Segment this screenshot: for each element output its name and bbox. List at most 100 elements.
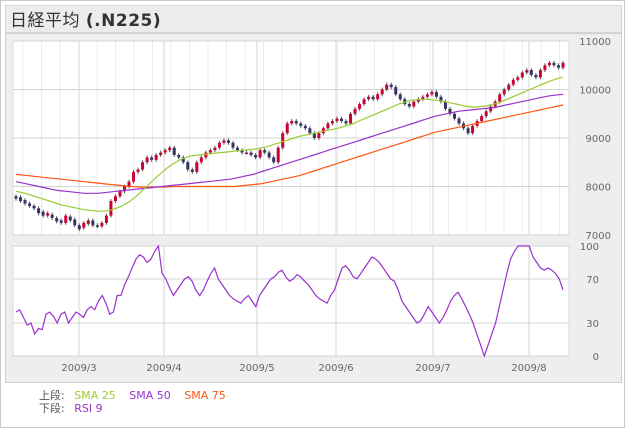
price-y-tick-label: 10000 xyxy=(579,86,611,97)
candle-body xyxy=(552,62,556,66)
candle-body xyxy=(177,154,181,158)
legend-sma75: SMA 75 xyxy=(184,389,226,402)
candle-body xyxy=(525,70,529,73)
candle-body xyxy=(68,216,72,221)
price-y-tick-label: 9000 xyxy=(586,134,611,145)
candle-body xyxy=(448,108,452,114)
candle-body xyxy=(335,118,339,122)
candle-body xyxy=(439,96,443,102)
candle-body xyxy=(127,181,131,187)
x-tick-label: 2009/8 xyxy=(511,363,546,374)
candle-body xyxy=(236,147,240,151)
candle-body xyxy=(50,214,54,219)
x-tick-label: 2009/7 xyxy=(415,363,450,374)
candle-body xyxy=(100,222,104,227)
candle-body xyxy=(281,133,285,148)
candle-body xyxy=(543,65,547,71)
candle-body xyxy=(181,157,185,163)
candle-body xyxy=(37,208,41,214)
candle-body xyxy=(82,222,86,228)
candle-body xyxy=(132,171,136,182)
candle-body xyxy=(154,154,158,160)
x-tick-label: 2009/5 xyxy=(239,363,274,374)
candle-body xyxy=(484,111,488,117)
candle-body xyxy=(407,104,411,107)
title-bar xyxy=(5,5,622,33)
candle-body xyxy=(104,215,108,223)
candle-body xyxy=(136,169,140,172)
candle-body xyxy=(416,99,420,102)
rsi-y-tick-label: 100 xyxy=(580,242,599,253)
candle-body xyxy=(489,106,493,112)
candle-body xyxy=(507,84,511,90)
candle-body xyxy=(113,196,117,202)
legend-sma50: SMA 50 xyxy=(129,389,171,402)
index-name: 日経平均 xyxy=(10,11,80,31)
legend-lower-label: 下段: xyxy=(39,402,65,415)
sma50-line xyxy=(15,93,564,194)
candle-body xyxy=(511,79,515,85)
candle-body xyxy=(145,157,149,163)
candle-body xyxy=(168,147,172,151)
candle-body xyxy=(516,77,520,80)
candle-body xyxy=(529,70,533,75)
candle-body xyxy=(28,203,32,206)
candle-body xyxy=(231,142,235,148)
candle-body xyxy=(59,220,63,223)
candle-body xyxy=(199,157,203,163)
candle-body xyxy=(538,70,542,78)
sma25-line xyxy=(15,76,564,212)
index-code: (.N225) xyxy=(85,11,162,31)
candle-body xyxy=(353,108,357,114)
candle-body xyxy=(471,125,475,134)
candle-body xyxy=(412,101,416,107)
candle-body xyxy=(73,219,77,226)
candle-body xyxy=(19,197,23,202)
legend-lower: 下段: RSI 9 xyxy=(39,400,113,416)
candle-body xyxy=(308,128,312,134)
candle-body xyxy=(303,125,307,129)
candle-body xyxy=(77,225,81,230)
candle-body xyxy=(290,121,294,124)
candle-body xyxy=(32,205,36,209)
candle-body xyxy=(520,72,524,78)
candle-body xyxy=(263,150,267,153)
legend-rsi: RSI 9 xyxy=(74,402,103,415)
candle-body xyxy=(561,62,565,68)
candle-body xyxy=(498,94,502,102)
candle-body xyxy=(362,99,366,105)
candle-body xyxy=(226,140,230,143)
candle-body xyxy=(254,154,258,158)
candle-body xyxy=(204,152,208,158)
x-tick-label: 2009/4 xyxy=(146,363,181,374)
candle-body xyxy=(453,113,457,119)
candle-body xyxy=(109,201,113,216)
candle-body xyxy=(534,74,538,78)
candle-body xyxy=(172,147,176,155)
candle-body xyxy=(213,147,217,151)
candle-body xyxy=(64,215,68,223)
candle-body xyxy=(344,121,348,124)
candle-body xyxy=(312,133,316,138)
candle-body xyxy=(245,152,249,155)
candle-body xyxy=(330,121,334,124)
candle-body xyxy=(457,118,461,124)
candle-body xyxy=(285,123,289,134)
x-tick-label: 2009/3 xyxy=(61,363,96,374)
candle-body xyxy=(466,128,470,134)
price-y-tick-label: 11000 xyxy=(579,37,611,48)
candle-body xyxy=(249,152,253,155)
candle-body xyxy=(190,169,194,172)
candle-body xyxy=(380,89,384,95)
candle-body xyxy=(118,191,122,197)
candle-body xyxy=(430,91,434,95)
candle-body xyxy=(434,91,438,97)
candle-body xyxy=(122,186,126,192)
candle-body xyxy=(95,225,99,227)
candle-body xyxy=(222,140,226,143)
candle-body xyxy=(14,196,18,199)
candle-body xyxy=(556,65,560,68)
candle-body xyxy=(547,62,551,66)
candle-body xyxy=(41,211,45,216)
